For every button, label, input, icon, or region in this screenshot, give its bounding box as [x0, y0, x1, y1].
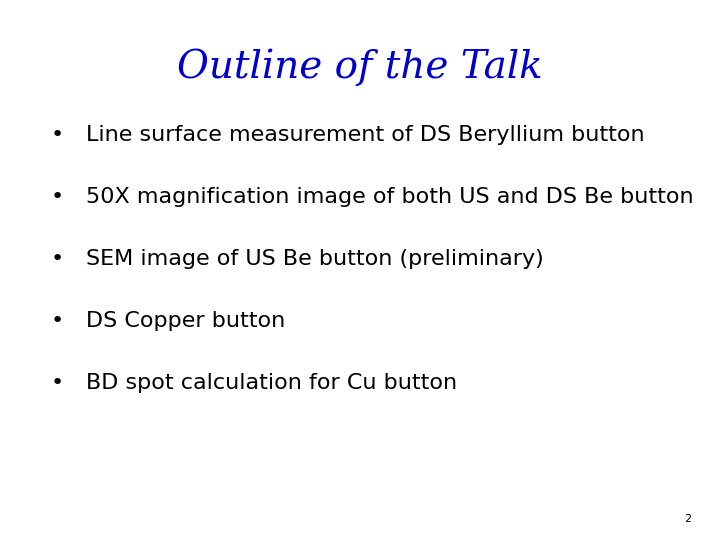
Text: Outline of the Talk: Outline of the Talk — [177, 49, 543, 86]
Text: BD spot calculation for Cu button: BD spot calculation for Cu button — [86, 373, 457, 394]
Text: •: • — [51, 373, 64, 394]
Text: SEM image of US Be button (preliminary): SEM image of US Be button (preliminary) — [86, 249, 544, 269]
Text: •: • — [51, 187, 64, 207]
Text: •: • — [51, 125, 64, 145]
Text: 50X magnification image of both US and DS Be button: 50X magnification image of both US and D… — [86, 187, 694, 207]
Text: •: • — [51, 311, 64, 332]
Text: DS Copper button: DS Copper button — [86, 311, 286, 332]
Text: 2: 2 — [684, 514, 691, 524]
Text: Line surface measurement of DS Beryllium button: Line surface measurement of DS Beryllium… — [86, 125, 645, 145]
Text: •: • — [51, 249, 64, 269]
